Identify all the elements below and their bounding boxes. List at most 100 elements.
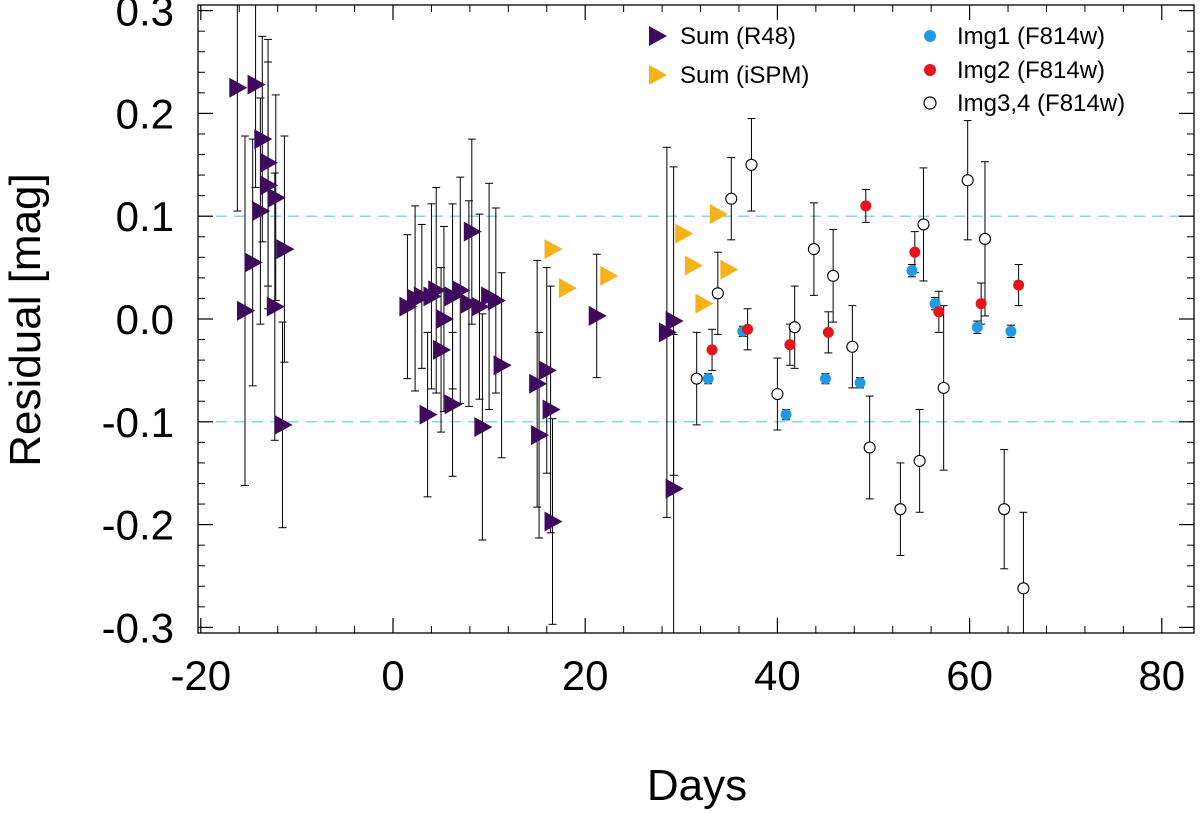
sum-r48-point: [252, 201, 271, 222]
sum-r48-point: [229, 77, 248, 98]
sum-ispm-point: [709, 204, 728, 225]
tick-labels: -20 0 20 40 60 80 -0.3 -0.2 -0.1 0.0 0.1 0.2 0.3: [102, 0, 1186, 699]
sum-r48-point: [538, 360, 557, 381]
img2-point: [975, 298, 987, 310]
sum-r48-point: [588, 305, 607, 326]
sum-r48-point: [267, 187, 286, 208]
img34-point: [917, 218, 930, 231]
img34-point: [846, 340, 859, 353]
img34-point: [827, 269, 840, 282]
y-axis-title: Residual [mag]: [1, 173, 50, 466]
data-markers: [229, 74, 1030, 595]
y-tick-label: 0.0: [116, 296, 174, 343]
sum-ispm-point: [720, 259, 739, 280]
sum-r48-point: [487, 290, 506, 311]
legend-marker-img2: [924, 64, 936, 76]
sum-ispm-point: [544, 239, 563, 260]
legend-label-img34: Img3,4 (F814w): [957, 90, 1125, 117]
error-bars: [233, 5, 1028, 633]
sum-r48-point: [266, 296, 285, 317]
legend-marker-sum-r48: [649, 26, 667, 46]
y-tick-label: -0.1: [102, 399, 174, 446]
legend: Sum (R48) Sum (iSPM) Img1 (F814w) Img2 (…: [649, 23, 1125, 117]
legend-marker-sum-ispm: [649, 65, 667, 85]
legend-marker-img34: [923, 96, 937, 110]
img2-point: [784, 339, 796, 351]
img34-point: [690, 372, 703, 385]
x-tick-label: -20: [170, 652, 231, 699]
sum-r48-point: [444, 394, 463, 415]
img34-point: [771, 387, 784, 401]
img1-point: [1005, 325, 1017, 337]
img34-point: [978, 232, 992, 245]
sum-r48-point: [531, 425, 550, 446]
sum-r48-point: [260, 175, 279, 196]
sum-r48-point: [463, 221, 482, 242]
legend-label-img1: Img1 (F814w): [957, 23, 1105, 50]
img34-point: [807, 243, 820, 256]
y-tick-label: -0.3: [102, 604, 174, 651]
sum-ispm-point: [600, 265, 619, 286]
sum-ispm-point: [684, 255, 703, 276]
img34-point: [1017, 582, 1030, 595]
sum-r48-point: [237, 300, 256, 321]
sum-ispm-point: [558, 278, 577, 299]
legend-marker-img1: [924, 30, 936, 42]
img2-point: [1013, 279, 1025, 291]
legend-label-sum-ispm: Sum (iSPM): [680, 62, 809, 89]
x-tick-label: 0: [381, 652, 404, 699]
sum-r48-point: [665, 311, 684, 332]
img34-point: [788, 321, 801, 334]
img34-point: [913, 454, 926, 467]
img34-point: [745, 158, 758, 171]
img2-point: [860, 200, 872, 212]
sum-r48-point: [474, 416, 493, 437]
y-tick-label: 0.2: [116, 90, 174, 137]
img2-point: [909, 246, 921, 258]
y-tick-label: 0.3: [116, 0, 174, 35]
x-tick-label: 80: [1138, 652, 1185, 699]
sum-r48-point: [529, 373, 548, 394]
img2-point: [706, 344, 718, 356]
x-tick-label: 20: [562, 652, 609, 699]
sum-r48-point: [274, 414, 293, 435]
sum-r48-point: [260, 152, 279, 173]
img1-point: [929, 298, 941, 310]
img2-point: [742, 323, 754, 335]
sum-r48-point: [433, 339, 452, 360]
sum-r48-point: [244, 252, 263, 273]
img34-point: [998, 503, 1011, 516]
img2-point: [822, 326, 834, 338]
sum-r48-point: [471, 296, 490, 317]
img34-point: [961, 174, 974, 187]
y-tick-label: 0.1: [116, 193, 174, 240]
y-tick-label: -0.2: [102, 502, 174, 549]
legend-label-sum-r48: Sum (R48): [680, 23, 796, 50]
reference-lines: [198, 215, 1194, 423]
sum-r48-point: [413, 286, 432, 307]
img34-point: [711, 287, 724, 300]
x-tick-label: 40: [754, 652, 801, 699]
sum-r48-point: [452, 280, 471, 301]
sum-ispm-point: [695, 293, 714, 314]
sum-r48-point: [276, 239, 295, 260]
img34-point: [863, 441, 876, 454]
legend-label-img2: Img2 (F814w): [957, 57, 1105, 84]
sum-r48-point: [435, 309, 454, 329]
sum-ispm-point: [675, 223, 694, 244]
img34-point: [894, 503, 907, 516]
sum-r48-point: [254, 129, 273, 150]
img1-point: [702, 373, 714, 385]
sum-r48-point: [460, 293, 479, 314]
img1-point: [819, 373, 831, 385]
sum-r48-point: [493, 355, 512, 376]
x-axis-title: Days: [647, 761, 747, 810]
sum-r48-point: [665, 478, 684, 499]
img1-point: [854, 377, 866, 389]
img1-point: [906, 265, 918, 277]
sum-r48-point: [658, 322, 677, 343]
x-tick-label: 60: [946, 652, 993, 699]
img1-point: [971, 321, 983, 333]
sum-r48-point: [428, 280, 447, 301]
